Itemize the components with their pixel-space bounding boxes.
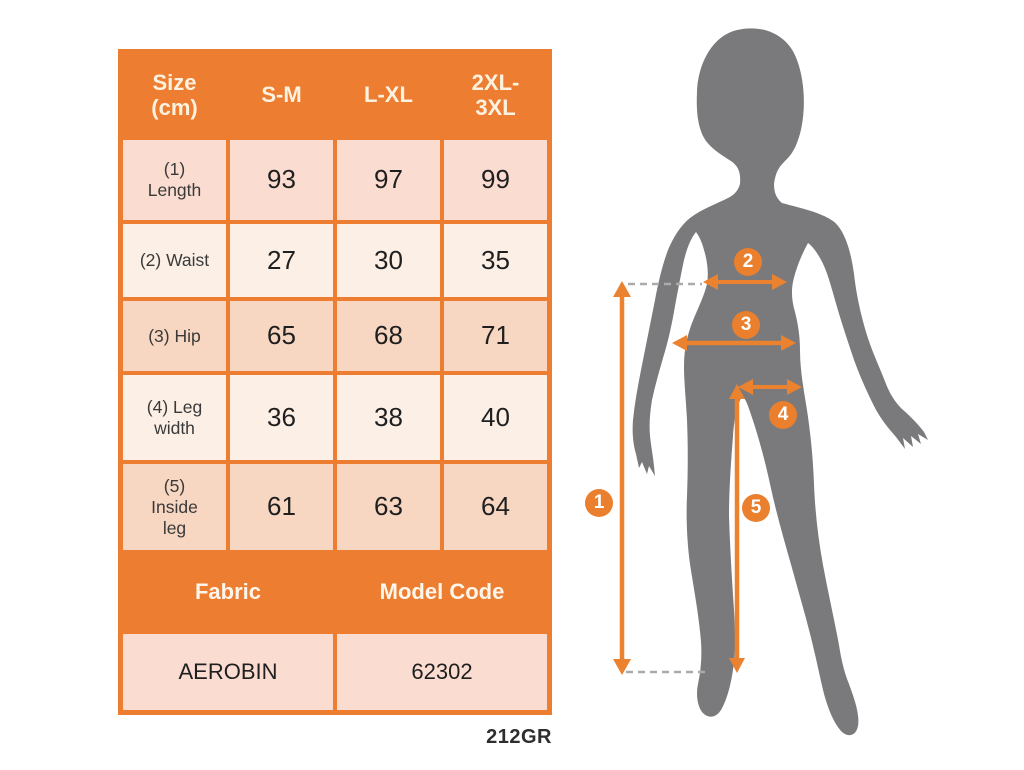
row-waist-label: (2) Waist <box>123 224 226 297</box>
waist-lxl-value: 30 <box>337 224 440 297</box>
leg-width-2xl-value: 40 <box>444 375 547 460</box>
length-sm-value: 93 <box>230 140 333 220</box>
hip-lxl-value: 68 <box>337 301 440 371</box>
waist-sm-value: 27 <box>230 224 333 297</box>
model-code-value: 62302 <box>337 634 547 710</box>
row-leg-width-label: (4) Leg width <box>123 375 226 460</box>
header-size-line2: (cm) <box>151 95 198 120</box>
length-lxl-value: 97 <box>337 140 440 220</box>
hip-sm-value: 65 <box>230 301 333 371</box>
fabric-header: Fabric <box>194 578 262 604</box>
header-size-cm: Size (cm) <box>123 54 226 136</box>
hip-2xl-value: 71 <box>444 301 547 371</box>
header-2xl-line1: 2XL- <box>471 69 520 95</box>
length-2xl-value: 99 <box>444 140 547 220</box>
measure-marker-4: 4 <box>769 401 797 429</box>
hip-arrow-3 <box>672 335 796 351</box>
header-size-line1: Size <box>152 69 197 95</box>
header-col-2xl3xl: 2XL- 3XL <box>444 54 547 136</box>
leg-width-sm-value: 36 <box>230 375 333 460</box>
row-inside-leg-label: (5) Inside leg <box>123 464 226 550</box>
measure-marker-2: 2 <box>734 248 762 276</box>
inside-leg-arrow-5 <box>729 384 745 673</box>
measure-marker-1: 1 <box>585 489 613 517</box>
leg-width-lxl-value: 38 <box>337 375 440 460</box>
header-col-lxl: L-XL <box>364 82 413 108</box>
inside-leg-2xl-value: 64 <box>444 464 547 550</box>
header-2xl-line2: 3XL <box>475 95 516 120</box>
header-col-sm: S-M <box>261 82 302 108</box>
row-length-label: (1) Length <box>123 140 226 220</box>
size-table: Size (cm) S-M L-XL 2XL- 3XL (1) Length 9… <box>118 49 552 715</box>
product-code: 212GR <box>486 726 552 748</box>
fabric-value: AEROBIN <box>123 634 333 710</box>
waist-arrow-2 <box>703 274 787 290</box>
row-hip-label: (3) Hip <box>123 301 226 371</box>
inside-leg-sm-value: 61 <box>230 464 333 550</box>
measure-marker-5: 5 <box>742 494 770 522</box>
length-arrow-1 <box>613 281 631 675</box>
leg-width-arrow-4 <box>738 379 802 395</box>
woman-silhouette-shape <box>632 28 928 736</box>
model-code-header: Model Code <box>379 578 505 604</box>
inside-leg-lxl-value: 63 <box>337 464 440 550</box>
waist-2xl-value: 35 <box>444 224 547 297</box>
measure-marker-3: 3 <box>732 311 760 339</box>
